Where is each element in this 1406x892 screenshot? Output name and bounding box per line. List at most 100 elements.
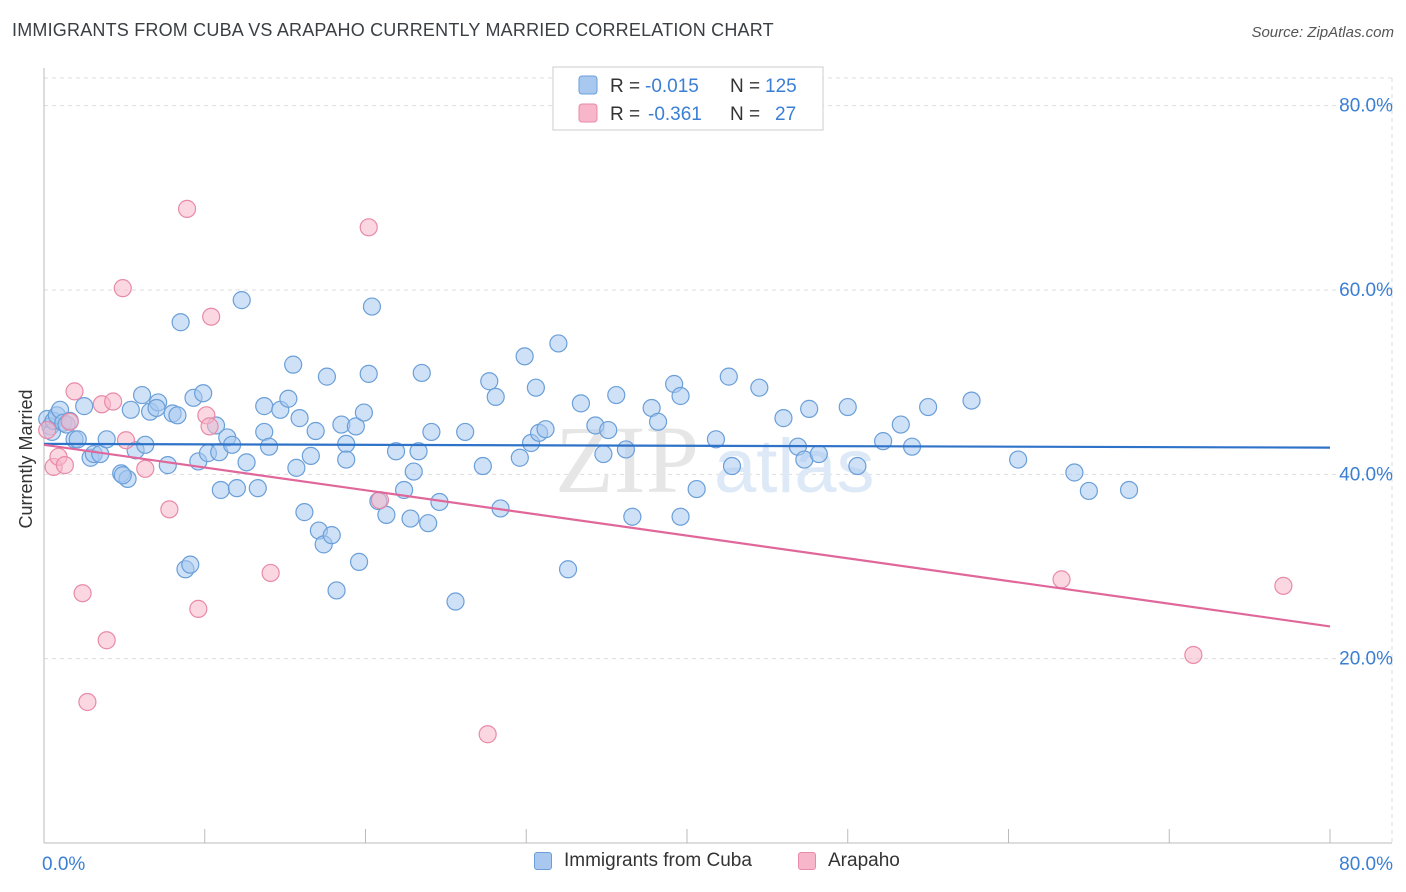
- cuba-point: [359, 364, 378, 383]
- chart-title: IMMIGRANTS FROM CUBA VS ARAPAHO CURRENTL…: [12, 20, 774, 40]
- cuba-point: [386, 442, 406, 461]
- cuba-point: [1079, 481, 1098, 501]
- arapaho-point: [160, 500, 179, 519]
- legend-top: R = -0.015 N = 125 R = -0.361 N = 27: [552, 66, 824, 131]
- cuba-point: [97, 430, 116, 449]
- watermark: ZIP atlas: [555, 406, 875, 513]
- cuba-point: [891, 415, 910, 434]
- cuba-point: [68, 430, 87, 449]
- y-tick-label: 40.0%: [1339, 464, 1393, 485]
- cuba-point: [404, 462, 423, 481]
- arapaho-point: [116, 431, 136, 450]
- arapaho-point: [73, 584, 92, 603]
- cuba-point: [719, 367, 738, 386]
- legend-box: [552, 66, 824, 131]
- cuba-point: [171, 313, 190, 332]
- y-tick-label: 20.0%: [1339, 649, 1393, 670]
- arapaho-point: [55, 456, 74, 475]
- cuba-point: [623, 507, 642, 526]
- cuba-point: [290, 409, 309, 428]
- cuba-point: [301, 446, 320, 465]
- cuba-point: [317, 367, 337, 386]
- cuba-point: [1009, 450, 1028, 469]
- axes-layer: [43, 68, 1392, 844]
- cuba-point: [181, 555, 200, 574]
- cuba-point: [113, 466, 132, 485]
- arapaho-point: [1184, 645, 1203, 665]
- legend-item-arapaho[interactable]: Arapaho: [798, 850, 900, 872]
- cuba-point: [232, 291, 251, 310]
- cuba-point: [800, 399, 819, 418]
- legend-swatch-cuba-bottom: [534, 852, 552, 870]
- cuba-point: [295, 503, 314, 522]
- legend-swatch-arapaho: [578, 103, 598, 123]
- arapaho-point: [65, 382, 84, 401]
- cuba-point: [774, 409, 793, 428]
- cuba-point: [158, 456, 177, 475]
- cuba-point: [848, 456, 867, 476]
- cuba-point: [306, 421, 325, 441]
- arapaho-point: [200, 417, 219, 436]
- arapaho-point: [359, 218, 378, 237]
- cuba-point: [327, 581, 346, 600]
- legend-swatch-cuba: [578, 75, 598, 95]
- arapaho-point: [38, 420, 57, 440]
- arapaho-point: [261, 563, 280, 583]
- cuba-point: [706, 430, 726, 449]
- arapaho-point: [478, 725, 497, 744]
- cuba-point: [259, 437, 279, 456]
- cuba-point: [607, 385, 626, 405]
- arapaho-point: [177, 199, 197, 218]
- legend-item-cuba[interactable]: Immigrants from Cuba: [534, 850, 752, 872]
- y-axis-label: Currently Married: [16, 389, 36, 528]
- x-tick-label-min: 0.0%: [42, 854, 85, 875]
- cuba-point: [194, 384, 213, 403]
- cuba-point: [750, 378, 769, 397]
- cuba-point: [549, 334, 568, 353]
- cuba-point: [287, 458, 306, 477]
- watermark-zip: ZIP: [555, 406, 699, 513]
- arapaho-trend-line: [43, 443, 1331, 628]
- cuba-point: [255, 397, 274, 416]
- arapaho-point: [113, 279, 132, 298]
- cuba-point: [346, 417, 365, 436]
- cuba-point: [401, 509, 420, 528]
- cuba-point: [526, 378, 545, 397]
- cuba-point: [962, 391, 981, 410]
- cuba-point: [671, 386, 690, 406]
- cuba-point: [354, 403, 373, 422]
- cuba-point: [412, 363, 431, 383]
- cuba-point: [147, 398, 166, 418]
- legend-bottom: Immigrants from Cuba Arapaho: [0, 850, 1406, 880]
- cuba-point: [648, 412, 668, 431]
- cuba-point: [558, 560, 578, 579]
- cuba-point: [284, 355, 303, 374]
- cuba-point: [337, 450, 356, 469]
- arapaho-point: [104, 392, 123, 411]
- arapaho-point: [97, 631, 116, 650]
- cuba-point: [409, 442, 428, 461]
- cuba-point: [480, 372, 499, 391]
- cuba-point: [446, 592, 465, 611]
- cuba-point: [422, 422, 441, 442]
- cuba-point: [515, 347, 534, 366]
- legend-arapaho-r-label: R =: [610, 104, 640, 125]
- cuba-point: [237, 453, 256, 472]
- arapaho-point: [1052, 570, 1071, 589]
- cuba-point: [121, 400, 140, 419]
- cuba-point: [248, 479, 267, 498]
- cuba-point: [594, 444, 613, 464]
- cuba-point: [687, 479, 706, 499]
- cuba-point: [362, 297, 382, 316]
- legend-swatch-arapaho-bottom: [798, 852, 816, 870]
- cuba-point: [227, 479, 246, 498]
- cuba-point: [838, 397, 857, 417]
- cuba-point: [473, 456, 492, 476]
- cuba-point: [75, 397, 94, 416]
- cuba-point: [510, 448, 529, 467]
- arapaho-point: [202, 307, 221, 326]
- legend-cuba-n-label: N =: [730, 76, 760, 97]
- cuba-trend-line: [43, 442, 1331, 449]
- legend-arapaho-n-value: 27: [775, 104, 796, 125]
